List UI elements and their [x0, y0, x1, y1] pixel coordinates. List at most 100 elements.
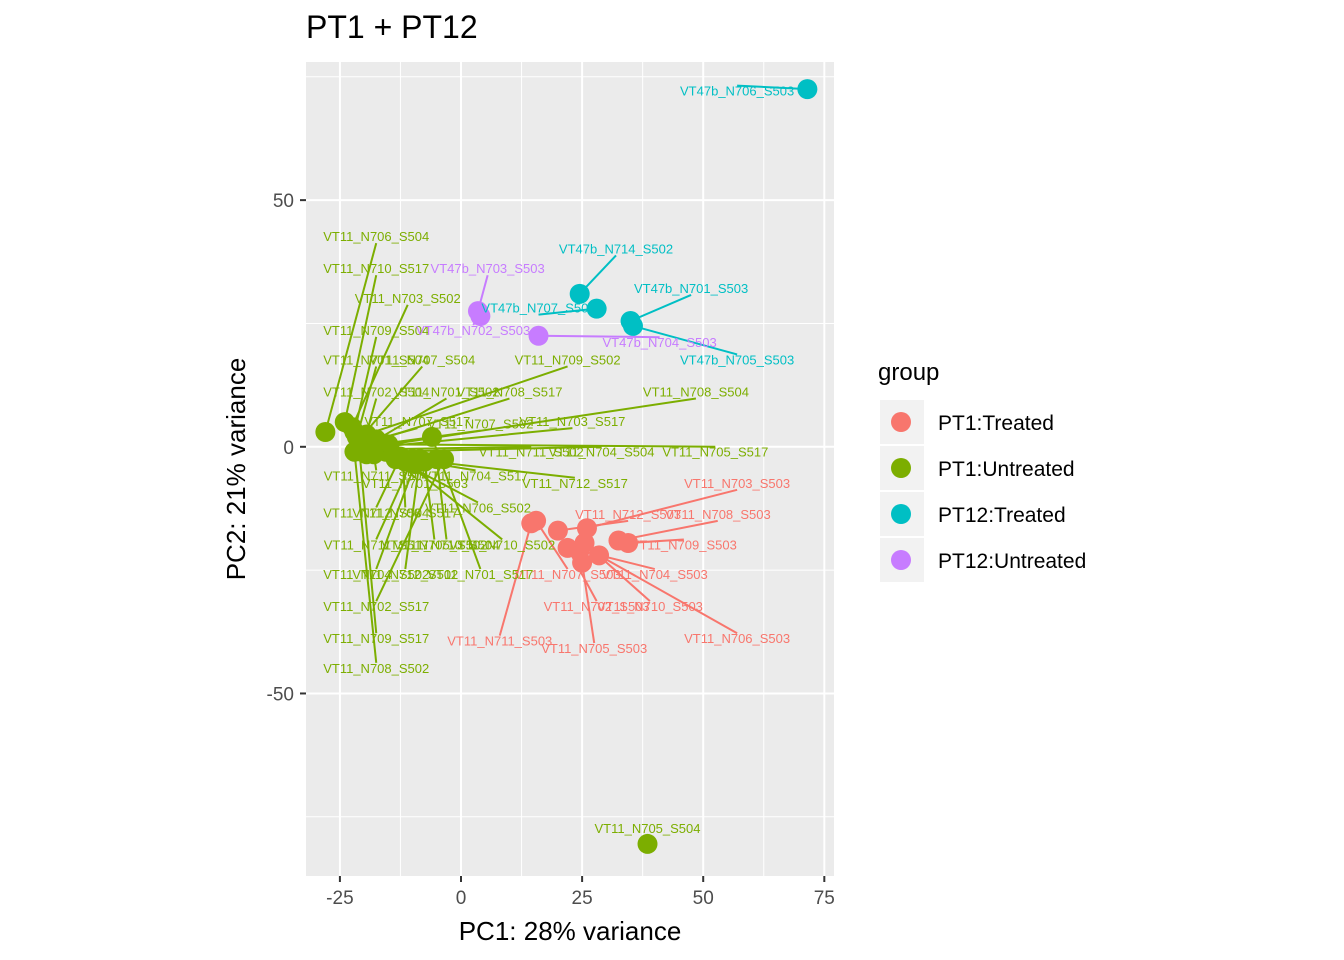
y-tick-label: -50 [267, 684, 294, 705]
leader-line [737, 84, 808, 91]
label-VT47b_N703_S503: VT47b_N703_S503 [431, 261, 545, 276]
point-VT11_N705_S504 [637, 833, 658, 854]
leader-line [586, 488, 738, 530]
legend-label-PT12:Treated: PT12:Treated [938, 504, 1066, 527]
label-VT47b_N702_S503: VT47b_N702_S503 [416, 323, 530, 338]
legend-label-PT12:Untreated: PT12:Untreated [938, 550, 1086, 573]
label-VT11_N707_S504: VT11_N707_S504 [369, 352, 475, 367]
label-VT11_N711_S504: VT11_N711_S504 [324, 468, 429, 483]
minor-gridlines [306, 62, 834, 876]
label-VT11_N708_S517: VT11_N708_S517 [456, 385, 562, 400]
point-VT47b_N705_S503 [622, 315, 643, 336]
x-tick-label: 25 [572, 888, 593, 909]
leader-line [358, 449, 378, 634]
label-VT11_N711_S503: VT11_N711_S503 [447, 634, 552, 649]
label-VT11_N706_S502: VT11_N706_S502 [425, 500, 531, 515]
label-VT11_N711_S502: VT11_N711_S502 [479, 445, 584, 460]
point-VT11_N703_S503 [576, 518, 597, 539]
label-VT47b_N705_S503: VT47b_N705_S503 [680, 352, 794, 367]
label-VT11_N706_S503: VT11_N706_S503 [684, 631, 790, 646]
x-tick-label: -25 [326, 888, 353, 909]
label-VT11_N704_S503: VT11_N704_S503 [602, 567, 708, 582]
label-VT11_N708_S504: VT11_N708_S504 [643, 385, 749, 400]
point-VT11_N707_S503 [526, 510, 547, 531]
point-VT11_N708_S502 [344, 441, 365, 462]
leader-line [383, 445, 532, 451]
label-VT47b_N714_S502: VT47b_N714_S502 [559, 241, 673, 256]
y-tick-label: 0 [283, 438, 294, 459]
y-tick-label: 50 [273, 191, 294, 212]
legend-label-PT1:Treated: PT1:Treated [938, 412, 1054, 435]
leader-line [351, 304, 409, 428]
point-VT11_N706_S504 [315, 422, 336, 442]
leader-line [404, 460, 503, 541]
leader-line [423, 461, 436, 540]
label-VT11_N712_S517: VT11_N712_S517 [522, 476, 628, 491]
point-labels: VT11_N711_S503 VT11_N707_S503 VT11_N712_S5… [323, 84, 794, 837]
y-axis-title: PC2: 21% variance [221, 358, 251, 581]
leader-line [388, 443, 716, 448]
legend-key-PT12:Untreated [891, 550, 911, 570]
leader-line [538, 334, 660, 339]
label-VT11_N701_S502: VT11_N701_S502 [393, 385, 499, 400]
label-VT11_N710_S503: VT11_N710_S503 [597, 599, 703, 614]
label-VT11_N704_S517: VT11_N704_S517 [423, 468, 529, 483]
label-VT11_N701_S517: VT11_N701_S517 [427, 567, 533, 582]
label-VT11_N710_S504: VT11_N710_S504 [393, 537, 499, 552]
label-VT11_N709_S502: VT11_N709_S502 [515, 352, 621, 367]
leader-line [581, 562, 596, 644]
label-VT11_N708_S502: VT11_N708_S502 [323, 661, 429, 676]
point-VT11_N709_S503 [618, 533, 639, 553]
label-VT47b_N701_S503: VT47b_N701_S503 [634, 281, 748, 296]
data-points [315, 79, 818, 854]
point-VT47b_N707_S503 [586, 298, 607, 319]
label-VT11_N709_S517: VT11_N709_S517 [323, 631, 429, 646]
label-VT47b_N704_S503: VT47b_N704_S503 [603, 335, 717, 350]
label-VT47b_N706_S503: VT47b_N706_S503 [680, 84, 794, 99]
x-tick-label: 0 [456, 888, 467, 909]
label-VT11_N707_S502: VT11_N707_S502 [427, 417, 533, 432]
legend-key-PT1:Treated [891, 412, 911, 432]
point-VT11_N701_S517 [421, 426, 442, 447]
leader-line [343, 274, 378, 423]
label-VT11_N702_S517: VT11_N702_S517 [323, 599, 429, 614]
label-VT11_N704_S504: VT11_N704_S504 [548, 445, 654, 460]
label-VT11_N708_S503: VT11_N708_S503 [665, 507, 771, 522]
point-VT47b_N702_S503 [470, 306, 491, 327]
x-tick-label: 50 [693, 888, 714, 909]
point-VT11_N705_S503 [572, 552, 593, 573]
x-axis-title: PC1: 28% variance [459, 916, 682, 946]
label-VT11_N702_S503: VT11_N702_S503 [544, 599, 650, 614]
leader-line [632, 324, 738, 356]
legend-label-PT1:Untreated: PT1:Untreated [938, 458, 1075, 481]
label-VT11_N712_S502: VT11_N712_S502 [352, 567, 458, 582]
label-VT47b_N707_S503: VT47b_N707_S503 [481, 301, 595, 316]
y-axis: -50 0 50 [267, 191, 306, 705]
leader-line [598, 554, 738, 635]
label-VT11_N704_S502: VT11_N704_S502 [323, 567, 429, 582]
point-VT47b_N706_S503 [797, 79, 818, 100]
leader-line [353, 451, 378, 663]
point-VT11_N702_S517 [434, 449, 455, 470]
label-VT11_N705_S517: VT11_N705_S517 [662, 445, 768, 460]
legend-key-PT12:Treated [891, 504, 911, 524]
leader-line [630, 294, 692, 322]
leader-line [404, 459, 421, 570]
label-VT11_N712_S503: VT11_N712_S503 [575, 507, 681, 522]
leader-line [324, 242, 378, 433]
leader-line [366, 365, 568, 436]
x-axis: -25 0 25 50 75 [326, 876, 835, 909]
leader-line [353, 336, 378, 433]
label-VT11_N701_S504: VT11_N701_S504 [323, 352, 429, 367]
point-VT11_N710_S503 [574, 533, 595, 553]
point-VT47b_N714_S502 [569, 283, 590, 304]
label-VT11_N710_S517: VT11_N710_S517 [323, 261, 429, 276]
label-VT11_N703_S517: VT11_N703_S517 [519, 414, 625, 429]
label-VT11_N703_S502: VT11_N703_S502 [355, 291, 461, 306]
label-VT11_N705_S503: VT11_N705_S503 [541, 641, 647, 656]
point-VT11_N706_S503 [589, 545, 610, 566]
label-VT11_N705_S502: VT11_N705_S502 [381, 537, 487, 552]
label-VT11_N706_S517: VT11_N706_S517 [352, 505, 458, 520]
label-VT11_N701_S503: VT11_N701_S503 [362, 476, 468, 491]
